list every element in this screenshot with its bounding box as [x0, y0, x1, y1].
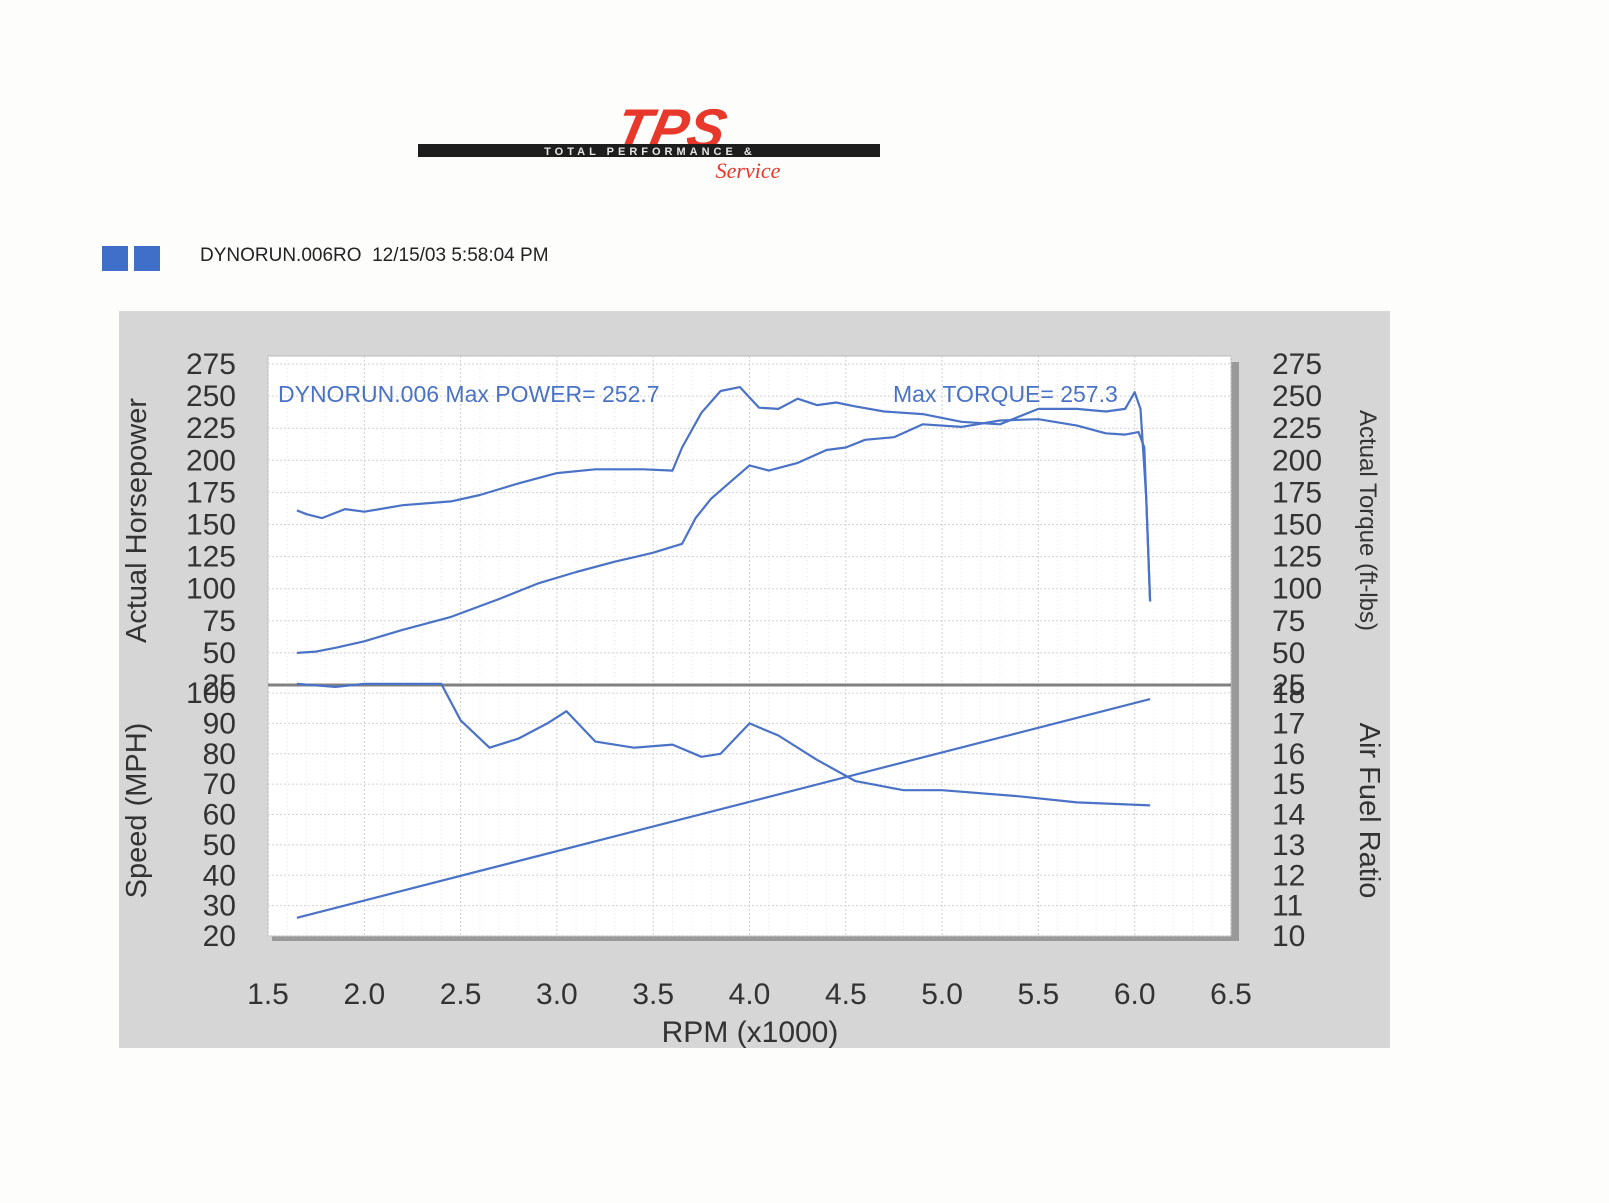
y-tick-label: 100	[186, 677, 236, 710]
y-tick-label: 175	[186, 476, 236, 509]
y2-tick-label: 125	[1272, 541, 1322, 574]
y2-tick-label: 50	[1272, 637, 1305, 670]
series-line-1-1	[296, 682, 1151, 807]
y2-tick-label: 12	[1272, 859, 1305, 892]
run-time: 5:58:04 PM	[451, 245, 549, 266]
y2-tick-label: 225	[1272, 412, 1322, 445]
x-tick-label: 5.5	[1018, 978, 1060, 1011]
y2-tick-label: 10	[1272, 920, 1305, 953]
x-tick-label: 4.0	[729, 978, 771, 1011]
y-tick-label: 225	[186, 412, 236, 445]
y-tick-label: 40	[203, 859, 236, 892]
series-line-0-1	[296, 386, 1152, 602]
x-tick-label: 3.5	[632, 978, 674, 1011]
x-tick-label: 3.0	[536, 978, 578, 1011]
y-tick-label: 75	[203, 605, 236, 638]
max-power-annotation: DYNORUN.006 Max POWER= 252.7	[278, 381, 660, 407]
y2-tick-label: 15	[1272, 768, 1305, 801]
series-line-1-0	[296, 698, 1151, 919]
y2-axis-label: Air Fuel Ratio	[1353, 723, 1385, 899]
y-tick-label: 80	[203, 738, 236, 771]
x-tick-label: 5.0	[921, 978, 963, 1011]
y-tick-label: 20	[203, 920, 236, 953]
y-tick-label: 200	[186, 444, 236, 477]
legend-swatch-2	[134, 246, 160, 271]
y2-tick-label: 200	[1272, 444, 1322, 477]
series-legend	[102, 246, 164, 271]
logo-script: Service	[716, 158, 781, 183]
y-tick-label: 90	[203, 707, 236, 740]
y-tick-label: 50	[203, 829, 236, 862]
y2-tick-label: 16	[1272, 738, 1305, 771]
y-tick-label: 70	[203, 768, 236, 801]
y2-tick-label: 17	[1272, 707, 1305, 740]
logo-banner	[418, 144, 880, 157]
y2-tick-label: 25	[1272, 669, 1305, 702]
y-axis-label: Actual Horsepower	[121, 398, 153, 643]
y2-tick-label: 150	[1272, 509, 1322, 542]
run-info: DYNORUN.006RO 12/15/03 5:58:04 PM	[200, 245, 549, 267]
y-tick-label: 125	[186, 541, 236, 574]
axis-labels: Actual Horsepower Actual Torque (ft-lbs) S…	[121, 381, 1385, 1049]
y2-axis-label: Actual Torque (ft-lbs)	[1354, 410, 1381, 631]
x-tick-label: 2.0	[343, 978, 385, 1011]
x-tick-label: 4.5	[825, 978, 867, 1011]
y-tick-label: 60	[203, 799, 236, 832]
tps-logo: TPS TOTAL PERFORMANCE & Service	[418, 106, 880, 183]
tick-labels: 2550751001251501752002252502752550751001…	[186, 348, 1322, 1011]
max-torque-annotation: Max TORQUE= 257.3	[893, 381, 1118, 407]
y-axis-label: Speed (MPH)	[121, 723, 153, 899]
y2-tick-label: 75	[1272, 605, 1305, 638]
logo-tagline: TOTAL PERFORMANCE &	[544, 146, 756, 158]
y2-tick-label: 175	[1272, 476, 1322, 509]
y-tick-label: 25	[203, 669, 236, 702]
x-tick-label: 1.5	[247, 978, 289, 1011]
y2-tick-label: 13	[1272, 829, 1305, 862]
grid	[267, 356, 1232, 937]
series-line-0-0	[296, 418, 1152, 654]
run-file: DYNORUN.006RO	[200, 245, 362, 266]
run-date: 12/15/03	[372, 245, 447, 266]
x-tick-label: 6.5	[1210, 978, 1252, 1011]
y-tick-label: 50	[203, 637, 236, 670]
y-tick-label: 100	[186, 573, 236, 606]
legend-swatch-1	[102, 246, 128, 271]
x-tick-label: 2.5	[440, 978, 482, 1011]
y2-tick-label: 18	[1272, 677, 1305, 710]
y2-tick-label: 100	[1272, 573, 1322, 606]
x-axis-label: RPM (x1000)	[662, 1016, 839, 1049]
y-tick-label: 30	[203, 890, 236, 923]
y2-tick-label: 14	[1272, 799, 1305, 832]
y2-tick-label: 11	[1272, 890, 1303, 923]
x-tick-label: 6.0	[1114, 978, 1156, 1011]
y-tick-label: 250	[186, 380, 236, 413]
y2-tick-label: 275	[1272, 348, 1322, 381]
y-tick-label: 275	[186, 348, 236, 381]
series-lines	[296, 386, 1152, 919]
y-tick-label: 150	[186, 509, 236, 542]
y2-tick-label: 250	[1272, 380, 1322, 413]
